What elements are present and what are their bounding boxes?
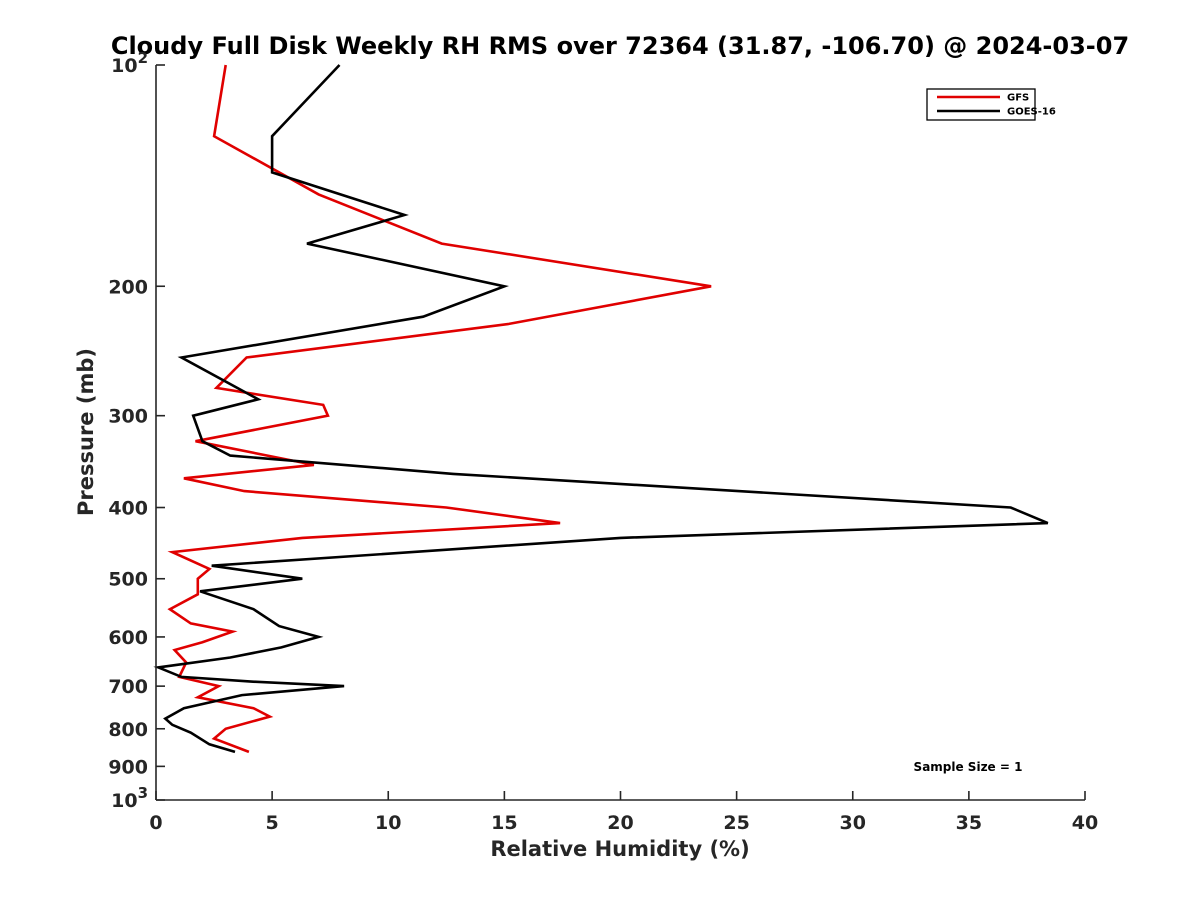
legend: GFS GOES-16	[926, 88, 1056, 121]
y-tick-label: 800	[108, 719, 148, 741]
y-tick-label: 400	[108, 498, 148, 520]
x-tick-label: 40	[1072, 812, 1098, 834]
y-tick-label: 900	[108, 756, 148, 778]
y-tick-label: 300	[108, 406, 148, 428]
x-tick-label: 20	[607, 812, 633, 834]
x-tick-label: 25	[723, 812, 749, 834]
legend-box	[926, 88, 1036, 121]
x-tick-group: 0 5 10 15 20 25 30 35 40	[149, 791, 1098, 834]
series-line-gfs	[167, 64, 712, 754]
x-tick-label: 15	[491, 812, 517, 834]
x-axis-label: Relative Humidity (%)	[490, 837, 749, 861]
legend-label-goes-16: GOES-16	[1007, 107, 1056, 118]
y-axis-label: Pressure (mb)	[74, 348, 98, 516]
series-layer	[153, 64, 1049, 754]
y-tick-label: 103	[111, 784, 148, 812]
series-line-goes-16	[153, 64, 1049, 754]
chart-title: Cloudy Full Disk Weekly RH RMS over 7236…	[111, 32, 1129, 60]
x-tick-label: 0	[149, 812, 162, 834]
y-tick-label: 500	[108, 569, 148, 591]
y-tick-group: 102 200 300 400 500 600 700 800 900 103	[108, 49, 165, 812]
legend-label-gfs: GFS	[1007, 93, 1029, 104]
x-tick-label: 5	[266, 812, 279, 834]
x-tick-label: 35	[956, 812, 982, 834]
y-tick-label: 200	[108, 276, 148, 298]
y-tick-label: 600	[108, 627, 148, 649]
y-tick-label: 102	[111, 49, 148, 77]
y-tick-label: 700	[108, 676, 148, 698]
sample-size-note: Sample Size = 1	[914, 760, 1023, 774]
x-tick-label: 10	[375, 812, 401, 834]
x-tick-label: 30	[840, 812, 866, 834]
